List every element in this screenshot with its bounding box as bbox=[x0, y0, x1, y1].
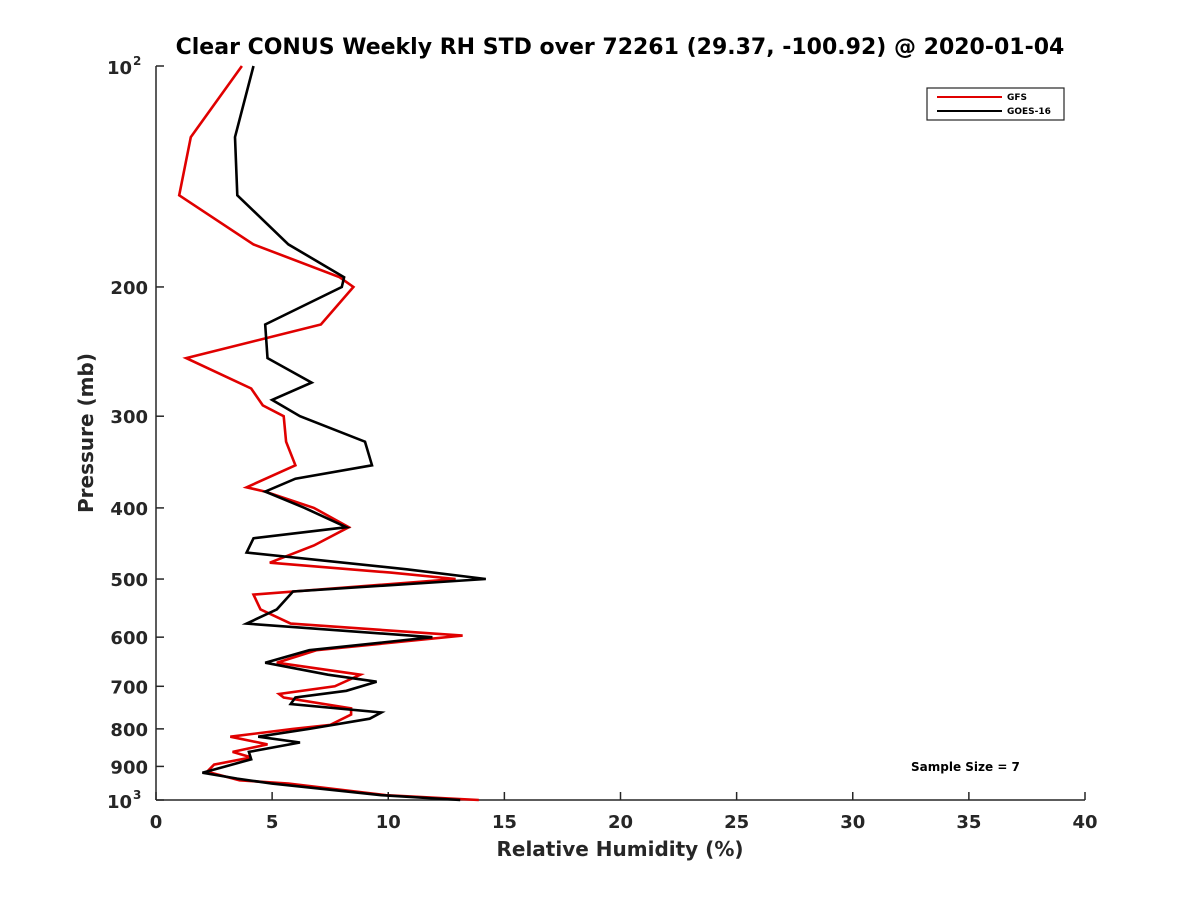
y-tick-label: 400 bbox=[110, 499, 148, 520]
y-tick-label: 500 bbox=[110, 570, 148, 591]
series-layer bbox=[177, 65, 486, 802]
series-line-gfs bbox=[177, 65, 479, 802]
x-tick-label: 10 bbox=[376, 812, 401, 833]
x-tick-label: 15 bbox=[492, 812, 517, 833]
x-tick-label: 0 bbox=[150, 812, 163, 833]
y-tick-label: 200 bbox=[110, 278, 148, 299]
legend-label-gfs: GFS bbox=[1007, 93, 1027, 103]
sample-size-annotation: Sample Size = 7 bbox=[911, 760, 1020, 774]
x-tick-label: 20 bbox=[608, 812, 633, 833]
y-tick-label: 800 bbox=[110, 720, 148, 741]
x-tick-label: 25 bbox=[724, 812, 749, 833]
y-tick-exponent: 2 bbox=[133, 54, 141, 68]
y-tick-label: 700 bbox=[110, 677, 148, 698]
chart-title: Clear CONUS Weekly RH STD over 72261 (29… bbox=[176, 35, 1065, 60]
x-tick-label: 5 bbox=[266, 812, 279, 833]
legend: GFS GOES-16 bbox=[926, 87, 1065, 121]
y-tick-exponent: 3 bbox=[133, 788, 141, 802]
legend-label-goes16: GOES-16 bbox=[1007, 107, 1051, 117]
y-tick-label: 300 bbox=[110, 407, 148, 428]
y-tick-label: 900 bbox=[110, 757, 148, 778]
y-tick-label: 10 bbox=[107, 58, 132, 79]
x-axis-label: Relative Humidity (%) bbox=[496, 837, 743, 861]
x-ticks: 0 5 10 15 20 25 30 35 40 bbox=[150, 792, 1098, 833]
x-tick-label: 30 bbox=[840, 812, 865, 833]
y-tick-label: 10 bbox=[107, 792, 132, 813]
x-tick-label: 40 bbox=[1072, 812, 1097, 833]
y-axis-label: Pressure (mb) bbox=[74, 353, 98, 513]
y-tick-label: 600 bbox=[110, 628, 148, 649]
x-tick-label: 35 bbox=[956, 812, 981, 833]
plot-area bbox=[155, 66, 1085, 801]
legend-box bbox=[926, 87, 1065, 121]
series-line-goes16 bbox=[202, 65, 486, 802]
